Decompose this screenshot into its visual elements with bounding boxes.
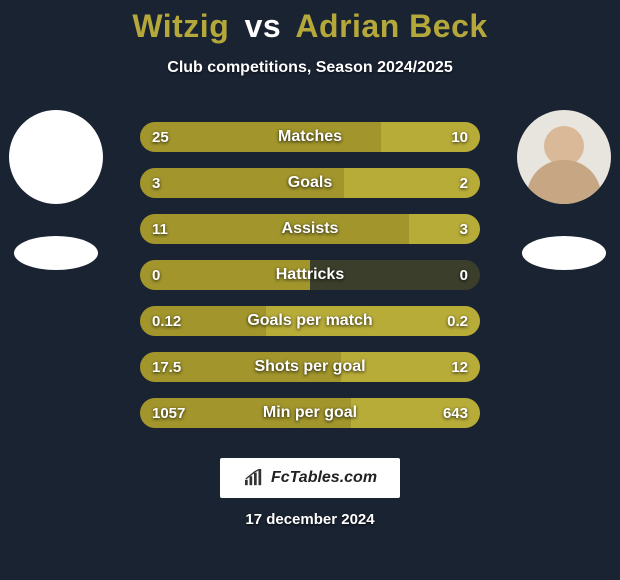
stat-row: 2510Matches bbox=[140, 122, 480, 152]
title-vs: vs bbox=[245, 8, 282, 44]
stat-label: Goals bbox=[140, 168, 480, 198]
stat-label: Matches bbox=[140, 122, 480, 152]
stat-label: Shots per goal bbox=[140, 352, 480, 382]
stat-row: 1057643Min per goal bbox=[140, 398, 480, 428]
stat-label: Goals per match bbox=[140, 306, 480, 336]
watermark-text: FcTables.com bbox=[271, 469, 377, 487]
stat-label: Assists bbox=[140, 214, 480, 244]
player1-column bbox=[6, 110, 106, 270]
person-icon bbox=[527, 126, 601, 204]
page-title: Witzig vs Adrian Beck bbox=[0, 0, 620, 45]
player1-avatar bbox=[9, 110, 103, 204]
title-player2: Adrian Beck bbox=[295, 8, 487, 44]
stat-label: Hattricks bbox=[140, 260, 480, 290]
comparison-card: Witzig vs Adrian Beck Club competitions,… bbox=[0, 0, 620, 580]
watermark: FcTables.com bbox=[220, 458, 400, 498]
stat-label: Min per goal bbox=[140, 398, 480, 428]
title-player1: Witzig bbox=[132, 8, 229, 44]
date-label: 17 december 2024 bbox=[0, 511, 620, 528]
stat-row: 00Hattricks bbox=[140, 260, 480, 290]
player1-club-badge bbox=[14, 236, 98, 270]
stat-row: 17.512Shots per goal bbox=[140, 352, 480, 382]
stat-row: 0.120.2Goals per match bbox=[140, 306, 480, 336]
stat-row: 113Assists bbox=[140, 214, 480, 244]
player2-club-badge bbox=[522, 236, 606, 270]
stat-row: 32Goals bbox=[140, 168, 480, 198]
subtitle: Club competitions, Season 2024/2025 bbox=[0, 59, 620, 77]
stats-list: 2510Matches 32Goals 113Assists 00Hattricks 0… bbox=[140, 122, 480, 428]
player2-column bbox=[514, 110, 614, 270]
player2-avatar bbox=[517, 110, 611, 204]
chart-icon bbox=[243, 469, 265, 487]
